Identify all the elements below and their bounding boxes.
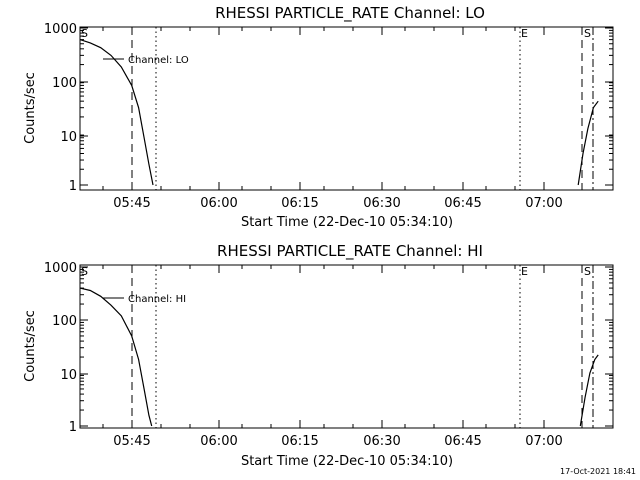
plot-lo-series-line-1	[577, 100, 599, 186]
plot-hi-ytick-label-1000: 1000	[44, 261, 77, 276]
footer-timestamp: 17-Oct-2021 18:41	[560, 467, 636, 476]
plot-hi-marker-s-left: S	[81, 265, 88, 278]
plot-lo-xtick-label-07:00: 07:00	[525, 196, 562, 211]
plot-hi-marker-s-right: S	[584, 265, 591, 278]
plot-hi-ytick-label-100: 100	[52, 314, 77, 329]
plot-lo-ytick-label-1: 1	[69, 179, 77, 194]
plot-hi-xtick-label-06:00: 06:00	[200, 434, 237, 449]
plot-hi-series-line-0	[79, 287, 153, 427]
plot-lo-frame	[79, 26, 614, 191]
plot-lo-marker-s-left: S	[81, 27, 88, 40]
plot-lo-legend-label: Channel: LO	[128, 55, 189, 66]
plot-lo-xtick-label-05:45: 05:45	[113, 196, 150, 211]
plot-lo-ytick-label-100: 100	[52, 76, 77, 91]
plot-lo-ytick-label-1000: 1000	[44, 22, 77, 37]
plot-hi-ylabel: Counts/sec	[23, 310, 38, 382]
plot-hi: RHESSI PARTICLE_RATE Channel: HI 1 10 100 1…	[23, 242, 614, 469]
plot-hi-xtick-label-05:45: 05:45	[113, 434, 150, 449]
plot-lo-marker-s-right: S	[584, 27, 591, 40]
plot-hi-title: RHESSI PARTICLE_RATE Channel: HI	[217, 242, 483, 261]
plot-hi-ytick-label-10: 10	[60, 368, 77, 383]
plot-lo-xtick-label-06:15: 06:15	[281, 196, 318, 211]
plot-lo: RHESSI PARTICLE_RATE Channel: LO 1 10 100 1…	[23, 4, 614, 230]
plot-hi-xtick-label-06:15: 06:15	[281, 434, 318, 449]
plot-lo-xtick-label-06:45: 06:45	[444, 196, 481, 211]
plot-lo-xlabel: Start Time (22-Dec-10 05:34:10)	[241, 215, 453, 230]
plot-hi-ytick-label-1: 1	[69, 420, 77, 435]
plot-lo-ytick-label-10: 10	[60, 130, 77, 145]
plot-lo-xtick-label-06:00: 06:00	[200, 196, 237, 211]
plot-lo-title: RHESSI PARTICLE_RATE Channel: LO	[215, 4, 485, 23]
plot-hi-legend-label: Channel: HI	[128, 294, 186, 305]
plot-hi-frame	[79, 264, 614, 429]
plot-lo-series-line-0	[79, 39, 154, 186]
plot-hi-xtick-label-07:00: 07:00	[525, 434, 562, 449]
plot-hi-xlabel: Start Time (22-Dec-10 05:34:10)	[241, 454, 453, 469]
plot-hi-xtick-label-06:45: 06:45	[444, 434, 481, 449]
plot-lo-ylabel: Counts/sec	[23, 72, 38, 144]
plot-lo-marker-e: E	[521, 27, 528, 40]
plot-hi-marker-e: E	[521, 265, 528, 278]
plot-hi-series-line-1	[579, 354, 599, 427]
plot-lo-xtick-label-06:30: 06:30	[363, 196, 400, 211]
plot-hi-xtick-label-06:30: 06:30	[363, 434, 400, 449]
